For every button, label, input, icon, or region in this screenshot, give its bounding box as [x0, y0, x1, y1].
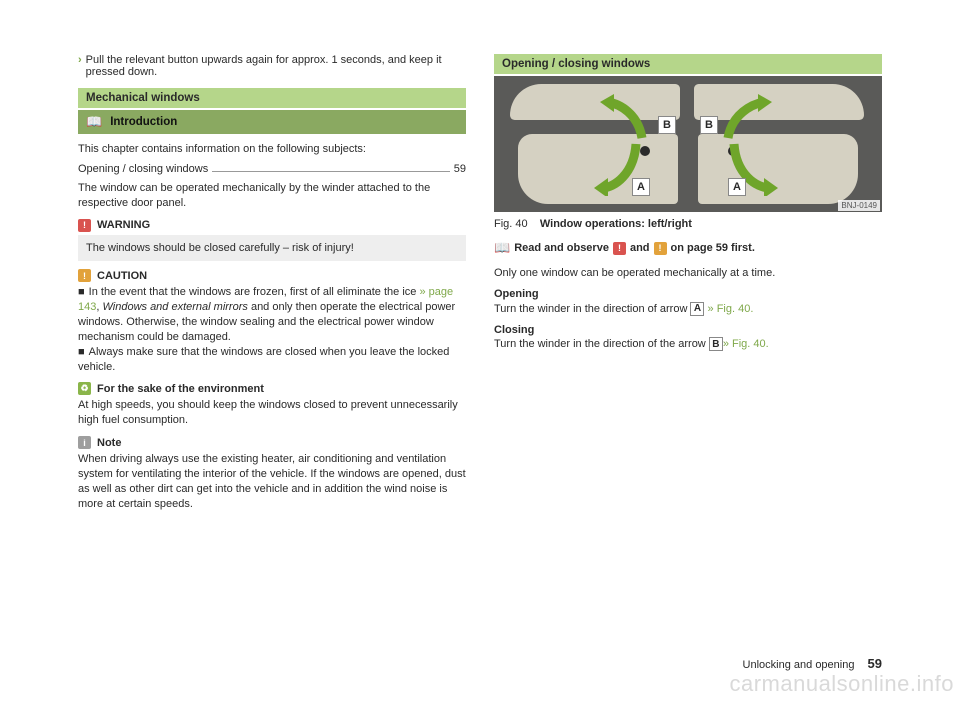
- warning-head: ! WARNING: [78, 219, 466, 232]
- note-icon: i: [78, 436, 91, 449]
- ref-box-b: B: [709, 337, 723, 351]
- closing-heading: Closing: [494, 323, 882, 338]
- toc-leader: [212, 171, 450, 172]
- environment-title: For the sake of the environment: [97, 383, 264, 395]
- footer-page-number: 59: [868, 656, 882, 671]
- opening-heading: Opening: [494, 287, 882, 302]
- warning-block: ! WARNING The windows should be closed c…: [78, 219, 466, 262]
- subsection-title: Introduction: [110, 116, 177, 128]
- closing-text-1: Turn the winder in the direction of the …: [494, 338, 709, 350]
- only-one-window-text: Only one window can be operated mechanic…: [494, 266, 882, 281]
- bullet-arrow-icon: ›: [78, 54, 82, 78]
- figure-number: Fig. 40: [494, 218, 528, 230]
- toc-row: Opening / closing windows 59: [78, 163, 466, 175]
- caution-block: ! CAUTION In the event that the windows …: [78, 269, 466, 374]
- caution-title: CAUTION: [97, 270, 147, 282]
- caution-icon: !: [78, 269, 91, 282]
- environment-block: ♻ For the sake of the environment At hig…: [78, 382, 466, 428]
- read-observe-post: on page 59 first.: [671, 242, 755, 254]
- caution-bullet-2: Always make sure that the windows are cl…: [78, 345, 466, 375]
- environment-icon: ♻: [78, 382, 91, 395]
- left-column: › Pull the relevant button upwards again…: [78, 54, 466, 520]
- label-a-right: A: [728, 178, 746, 196]
- figure-title: Window operations: left/right: [540, 218, 692, 230]
- book-icon: 📖: [494, 240, 510, 256]
- section-heading-opening-closing: Opening / closing windows: [494, 54, 882, 74]
- square-bullet-icon: [78, 286, 89, 298]
- warning-ref-icon: !: [613, 242, 626, 255]
- environment-text: At high speeds, you should keep the wind…: [78, 398, 466, 428]
- warning-text: The windows should be closed carefully –…: [78, 235, 466, 262]
- label-b-left: B: [658, 116, 676, 134]
- environment-head: ♻ For the sake of the environment: [78, 382, 466, 395]
- fig-link-40b[interactable]: » Fig. 40.: [723, 338, 769, 350]
- arrow-b-right: [712, 94, 782, 154]
- watermark: carmanualsonline.info: [729, 671, 954, 697]
- warning-icon: !: [78, 219, 91, 232]
- note-head: i Note: [78, 436, 466, 449]
- figure-code: BNJ-0149: [838, 200, 880, 211]
- top-bullet-text: Pull the relevant button upwards again f…: [86, 54, 466, 78]
- opening-text-1: Turn the winder in the direction of arro…: [494, 303, 690, 315]
- figure-left-half: B A: [494, 76, 688, 212]
- warning-title: WARNING: [97, 219, 150, 231]
- caution-ref-icon: !: [654, 242, 667, 255]
- right-column: Opening / closing windows B A: [494, 54, 882, 520]
- figure-caption: Fig. 40 Window operations: left/right: [494, 218, 882, 230]
- toc-page: 59: [454, 163, 466, 175]
- caution-bullet-1: In the event that the windows are frozen…: [78, 285, 466, 344]
- ref-box-a: A: [690, 302, 704, 316]
- read-observe-pre: Read and observe: [514, 242, 609, 254]
- figure-40: B A B A BNJ-0149: [494, 76, 882, 212]
- opening-para: Opening Turn the winder in the direction…: [494, 287, 882, 317]
- note-title: Note: [97, 437, 121, 449]
- book-icon: 📖: [86, 114, 102, 130]
- body-text-1: The window can be operated mechanically …: [78, 181, 466, 211]
- intro-text: This chapter contains information on the…: [78, 142, 466, 157]
- section-heading-mechanical-windows: Mechanical windows: [78, 88, 466, 108]
- footer-section: Unlocking and opening: [743, 659, 855, 671]
- closing-para: Closing Turn the winder in the direction…: [494, 323, 882, 353]
- figure-right-half: B A BNJ-0149: [688, 76, 882, 212]
- read-observe-and: and: [630, 242, 650, 254]
- page-container: › Pull the relevant button upwards again…: [0, 0, 960, 520]
- toc-label: Opening / closing windows: [78, 163, 208, 175]
- page-footer: Unlocking and opening 59: [743, 656, 882, 671]
- arrow-b-left: [594, 94, 664, 154]
- label-b-right: B: [700, 116, 718, 134]
- top-bullet-row: › Pull the relevant button upwards again…: [78, 54, 466, 78]
- read-and-observe-row: 📖 Read and observe ! and ! on page 59 fi…: [494, 240, 882, 256]
- note-block: i Note When driving always use the exist…: [78, 436, 466, 511]
- label-a-left: A: [632, 178, 650, 196]
- square-bullet-icon: [78, 346, 89, 358]
- subsection-heading-introduction: 📖 Introduction: [78, 110, 466, 134]
- caution-head: ! CAUTION: [78, 269, 466, 282]
- note-text: When driving always use the existing hea…: [78, 452, 466, 511]
- fig-link-40a[interactable]: » Fig. 40.: [704, 303, 753, 315]
